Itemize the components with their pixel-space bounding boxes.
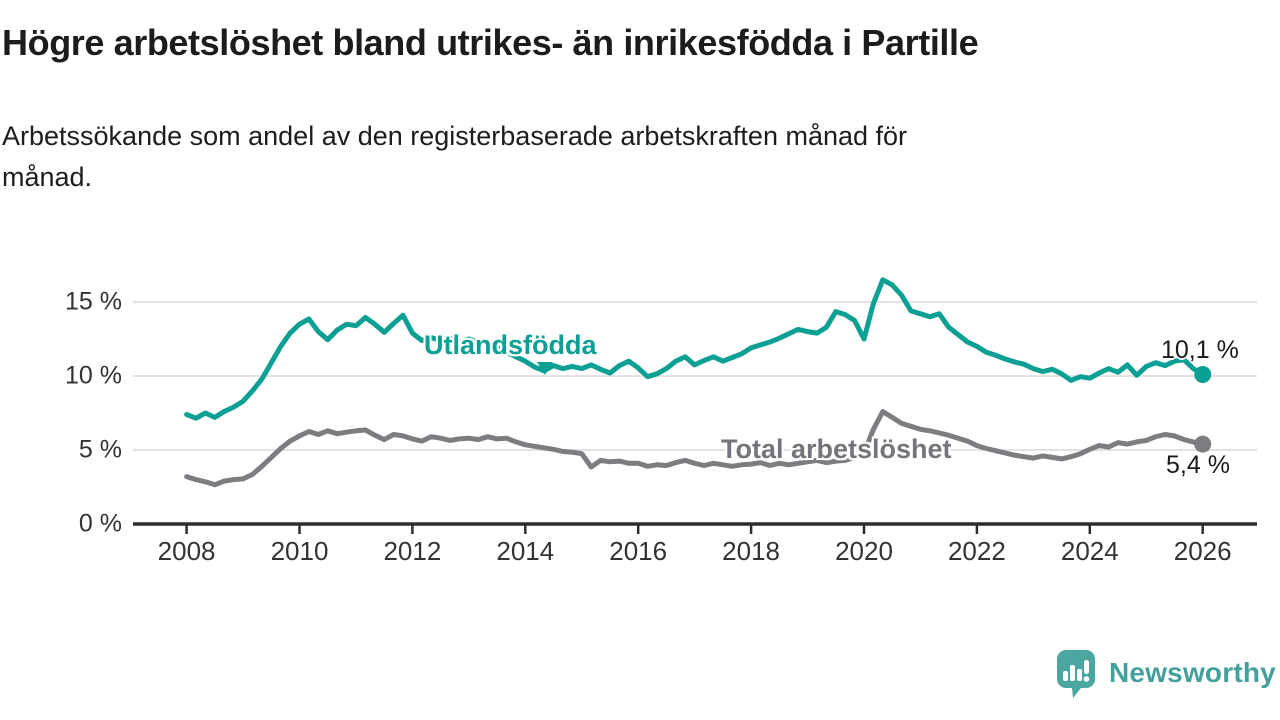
bar-2 <box>1070 665 1075 681</box>
series-pointer-arrow-icon <box>537 362 553 375</box>
newsworthy-logo[interactable]: Newsworthy <box>1053 648 1276 698</box>
x-axis-tick-label: 2018 <box>722 536 780 566</box>
y-axis-tick-label: 5 % <box>79 436 122 464</box>
chart-subtitle-line2: månad. <box>2 162 93 192</box>
x-axis-tick-label: 2016 <box>609 536 667 566</box>
bar-3 <box>1077 669 1082 681</box>
chart-title: Högre arbetslöshet bland utrikes- än inr… <box>2 22 979 63</box>
newsworthy-icon <box>1057 650 1095 698</box>
x-axis-tick-label: 2020 <box>835 536 893 566</box>
y-axis-tick-label: 0 % <box>79 510 122 538</box>
end-value-utlandsfodda: 10,1 % <box>1161 336 1239 364</box>
series-end-dot <box>1194 366 1212 384</box>
x-axis-tick-label: 2026 <box>1174 536 1232 566</box>
x-axis-tick-label: 2024 <box>1061 536 1119 566</box>
x-axis-tick-label: 2010 <box>271 536 329 566</box>
x-axis-tick-label: 2014 <box>496 536 554 566</box>
series-line-utlandsf-dda <box>184 277 1206 421</box>
x-axis-tick-label: 2008 <box>158 536 216 566</box>
exclamation-bar <box>1084 660 1089 674</box>
speech-bubble-shape <box>1057 650 1095 698</box>
end-value-total: 5,4 % <box>1166 451 1230 479</box>
bar-1 <box>1063 671 1068 681</box>
exclamation-dot <box>1083 676 1090 682</box>
series-end-dot <box>1194 435 1212 453</box>
series-label-total: Total arbetslöshet <box>721 434 952 464</box>
series-label-utlandsfodda: Utlandsfödda <box>424 330 597 360</box>
y-axis-tick-label: 15 % <box>65 288 122 316</box>
y-axis-tick-label: 10 % <box>65 362 122 390</box>
x-axis-tick-label: 2012 <box>383 536 441 566</box>
chart-subtitle: Arbetssökande som andel av den registerb… <box>2 116 1202 198</box>
x-axis-tick-label: 2022 <box>948 536 1006 566</box>
series-line-total-arbetsl-shet <box>184 409 1206 488</box>
chart-subtitle-line1: Arbetssökande som andel av den registerb… <box>2 121 908 151</box>
newsworthy-wordmark: Newsworthy <box>1109 657 1276 688</box>
